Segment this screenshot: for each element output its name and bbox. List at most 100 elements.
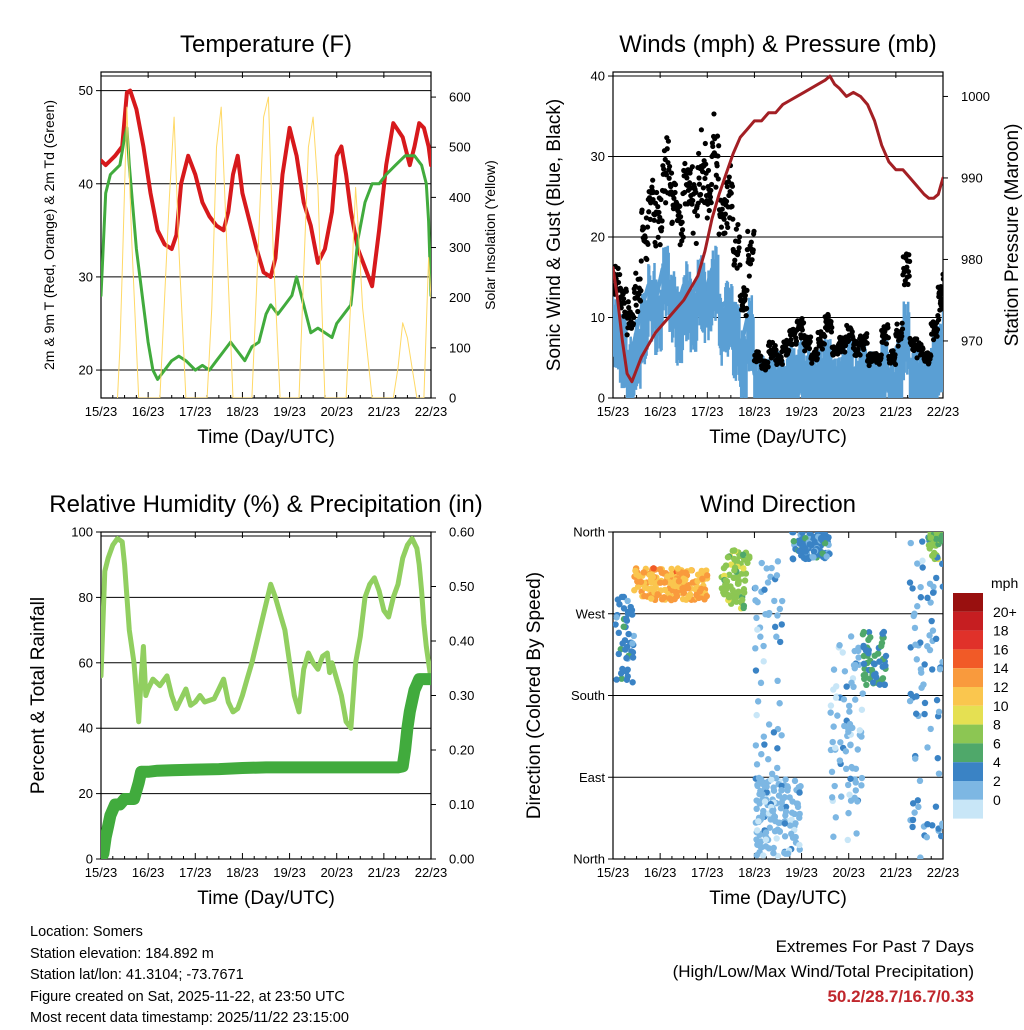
x-tick-label: 17/23: [691, 865, 724, 880]
direction-point: [770, 844, 777, 852]
direction-point: [776, 605, 784, 613]
gust-point: [625, 299, 631, 305]
direction-point: [641, 592, 648, 600]
colorbar-swatch: [953, 762, 983, 781]
direction-point: [868, 666, 876, 674]
direction-point: [763, 565, 770, 572]
direction-point: [870, 679, 877, 686]
direction-point: [770, 849, 777, 857]
colorbar-swatch: [953, 668, 983, 687]
direction-point: [858, 782, 865, 789]
gust-point: [894, 321, 900, 327]
gust-point: [800, 320, 807, 326]
direction-point: [909, 823, 916, 831]
gust-point: [814, 355, 820, 362]
direction-point: [774, 764, 781, 772]
direction-point: [646, 571, 654, 579]
gust-point: [708, 187, 714, 193]
direction-point: [622, 646, 629, 653]
plot-frame: [100, 531, 432, 860]
direction-point: [758, 559, 765, 567]
direction-point: [774, 745, 781, 752]
direction-point: [849, 724, 856, 732]
gust-point: [743, 313, 749, 319]
direction-point: [790, 538, 797, 545]
direction-point: [778, 786, 785, 794]
gust-point: [905, 268, 912, 275]
gust-point: [842, 349, 848, 355]
y-tick-label: 100: [71, 525, 93, 540]
series-2m-t: [101, 88, 431, 289]
x-tick-label: 22/23: [415, 865, 448, 880]
direction-point: [784, 850, 792, 857]
gust-point: [668, 183, 674, 190]
direction-point: [937, 536, 943, 544]
direction-point: [863, 681, 870, 689]
direction-point: [839, 649, 846, 656]
colorbar-swatch: [953, 630, 983, 650]
gust-point: [906, 273, 912, 279]
plot-area: [101, 536, 431, 859]
direction-point: [907, 644, 914, 651]
direction-point: [755, 818, 762, 825]
direction-point: [774, 826, 781, 833]
direction-point: [917, 854, 924, 859]
x-axis-label: Time (Day/UTC): [709, 427, 847, 448]
gust-point: [907, 258, 913, 264]
colorbar-title: mph: [991, 575, 1018, 591]
gust-point: [758, 353, 764, 359]
chart-winds: Winds (mph) & Pressure (mb) 15/23 16/23 17/…: [544, 31, 1023, 448]
direction-point: [760, 733, 768, 740]
direction-point: [909, 585, 916, 592]
y-tick-label: 0: [86, 852, 93, 867]
direction-point: [633, 571, 640, 578]
x-tick-label: 15/23: [597, 865, 630, 880]
gust-point: [715, 176, 721, 182]
gust-point: [899, 333, 905, 339]
x-tick-label: 19/23: [785, 865, 818, 880]
chart-title: Wind Direction: [700, 491, 856, 518]
direction-point: [641, 584, 649, 591]
gust-point: [944, 275, 949, 280]
gust-point: [736, 245, 742, 251]
x-tick-label: 18/23: [738, 404, 771, 419]
gust-point: [666, 175, 672, 181]
x-tick-label: 21/23: [880, 404, 913, 419]
x-tick-label: 18/23: [738, 865, 771, 880]
direction-point: [725, 593, 733, 601]
x-tick-label: 17/23: [179, 865, 212, 880]
gust-point: [644, 224, 651, 230]
direction-point: [684, 585, 692, 592]
y-right-tick-label: 0.10: [449, 797, 474, 812]
gust-point: [623, 288, 629, 294]
timestamp-text: Most recent data timestamp: 2025/11/22 2…: [30, 1010, 349, 1026]
chart-title: Winds (mph) & Pressure (mb): [619, 31, 936, 58]
gust-point: [939, 306, 943, 312]
direction-point: [830, 666, 838, 673]
direction-point: [672, 582, 679, 590]
direction-point: [790, 532, 797, 536]
direction-point: [837, 739, 844, 746]
direction-point: [852, 696, 859, 703]
direction-point: [657, 579, 664, 586]
direction-point: [917, 594, 925, 601]
direction-point: [629, 679, 636, 686]
y-axis-label-left: Direction (Colored By Speed): [524, 572, 545, 819]
direction-point: [906, 579, 914, 586]
direction-point: [924, 820, 931, 828]
gust-point: [765, 364, 771, 370]
direction-point: [758, 778, 765, 786]
gust-point: [885, 324, 891, 331]
direction-point: [733, 598, 740, 605]
y-right-tick-label: 100: [449, 340, 471, 355]
direction-point: [921, 661, 928, 668]
y-tick-label: 40: [79, 176, 93, 191]
gust-point: [679, 219, 685, 225]
direction-point: [938, 832, 943, 840]
gust-point: [617, 271, 623, 278]
wind-range: [613, 245, 943, 398]
direction-point: [926, 632, 933, 639]
gust-point: [725, 224, 731, 231]
gust-point: [632, 289, 638, 296]
